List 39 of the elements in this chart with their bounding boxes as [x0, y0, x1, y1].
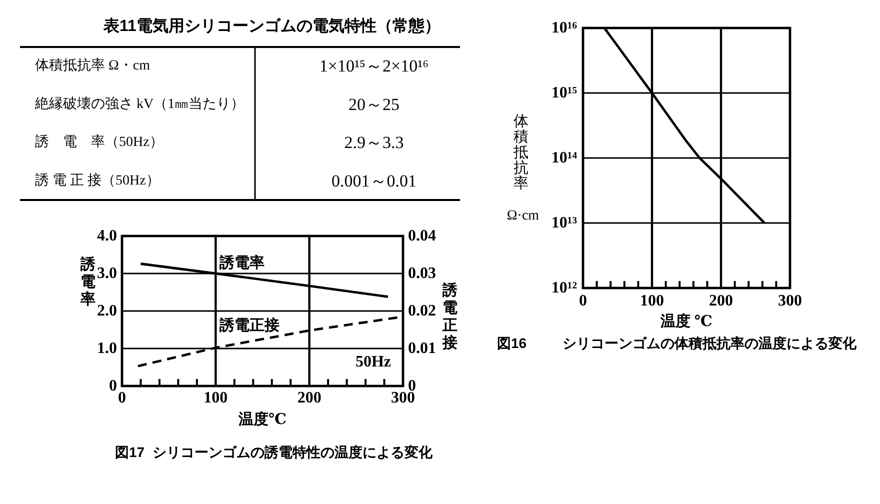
y2-tick-label: 0.03 [408, 265, 436, 282]
annotation: 50Hz [355, 354, 391, 370]
y-tick-label: 10¹⁵ [551, 84, 578, 102]
text: 20～25 [348, 94, 400, 114]
y-tick-label: 10¹² [551, 280, 578, 296]
y-tick-label: 10¹⁴ [551, 150, 578, 166]
y-tick-label: 10¹⁶ [551, 20, 578, 36]
text: 誘 電 率（50Hz） [35, 134, 164, 150]
text: 誘 電 正 接（50Hz） [35, 172, 160, 188]
series-label: 誘電率 [218, 254, 265, 272]
y2-tick-label: 0.04 [408, 228, 436, 244]
x-axis-title: 温度℃ [238, 410, 287, 428]
y-tick-label: 1.0 [97, 340, 117, 357]
y-tick-label: 4.0 [97, 228, 117, 244]
chart-title: 図16 シリコーンゴムの体積抵抗率の温度による変化 [497, 335, 857, 351]
text: 絶縁破壊の強さ kV（1㎜当たり） [34, 96, 245, 112]
y-tick-label: 0 [109, 378, 117, 394]
x-axis-title: 温度 ℃ [660, 312, 712, 330]
y-tick-label: 10¹³ [551, 214, 578, 232]
y2-tick-label: 0.01 [408, 340, 436, 357]
y2-axis-title: 誘電正接 [442, 282, 458, 352]
y-axis-title: 誘電率 [80, 256, 96, 308]
text: 表11電気用シリコーンゴムの電気特性（常態） [102, 17, 440, 35]
series-label: 誘電正接 [218, 316, 280, 334]
y-tick-label: 3.0 [97, 265, 117, 282]
x-tick-label: 200 [297, 390, 322, 406]
text: 2.9～3.3 [344, 133, 404, 152]
y-tick-label: 2.0 [97, 302, 117, 320]
x-tick-label: 100 [204, 390, 228, 406]
x-tick-label: 100 [640, 292, 664, 310]
x-tick-label: 300 [778, 292, 802, 310]
x-tick-label: 300 [391, 390, 415, 406]
y2-tick-label: 0.02 [408, 302, 436, 320]
text: 1×10¹⁵～2×10¹⁶ [319, 56, 429, 76]
text: 0.001～0.01 [332, 171, 416, 190]
y-axis-title: 体積抵抗率 Ω·cm [506, 113, 540, 224]
text: 体積抵抗率 Ω・cm [35, 58, 150, 74]
x-tick-label: 200 [709, 292, 733, 310]
text: 図17 シリコーンゴムの誘電特性の温度による変化 [115, 444, 434, 460]
